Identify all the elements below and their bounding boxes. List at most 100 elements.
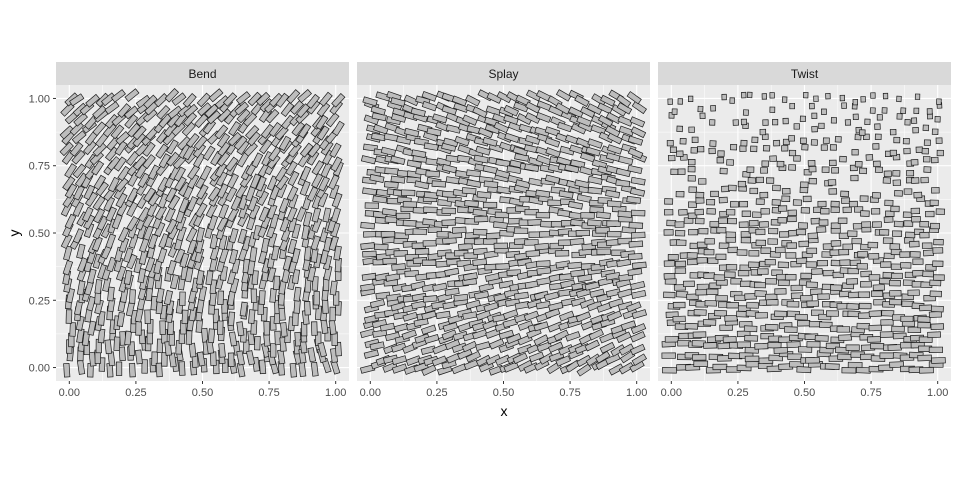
oriented-rect-mark — [587, 186, 603, 195]
oriented-rect-mark — [846, 278, 859, 285]
oriented-rect-mark — [915, 146, 923, 153]
oriented-rect-mark — [557, 121, 573, 133]
x-tick-label: 0.25 — [426, 387, 447, 399]
oriented-rect-mark — [716, 157, 725, 164]
oriented-rect-mark — [829, 144, 837, 151]
oriented-rect-mark — [185, 330, 193, 345]
oriented-rect-mark — [860, 281, 872, 288]
oriented-rect-mark — [159, 320, 166, 335]
oriented-rect-mark — [595, 350, 611, 364]
oriented-rect-mark — [96, 215, 109, 231]
oriented-rect-mark — [759, 191, 769, 199]
oriented-rect-mark — [818, 122, 825, 130]
oriented-rect-mark — [800, 207, 811, 214]
oriented-rect-mark — [762, 119, 769, 126]
oriented-rect-mark — [268, 122, 283, 138]
oriented-rect-mark — [628, 221, 644, 229]
oriented-rect-mark — [201, 327, 209, 343]
oriented-rect-mark — [472, 258, 488, 267]
oriented-rect-mark — [588, 328, 605, 341]
oriented-rect-mark — [935, 137, 943, 144]
oriented-rect-mark — [925, 210, 935, 218]
oriented-rect-mark — [311, 276, 319, 291]
oriented-rect-mark — [878, 277, 891, 285]
oriented-rect-mark — [584, 339, 600, 352]
oriented-rect-mark — [762, 144, 771, 152]
oriented-rect-mark — [765, 293, 778, 301]
oriented-rect-mark — [868, 310, 882, 318]
oriented-rect-mark — [923, 156, 931, 163]
oriented-rect-mark — [458, 242, 473, 251]
oriented-rect-mark — [805, 281, 818, 289]
oriented-rect-mark — [126, 215, 140, 232]
oriented-rect-mark — [742, 109, 749, 116]
oriented-rect-mark — [760, 208, 770, 215]
oriented-rect-mark — [248, 309, 256, 324]
oriented-rect-mark — [781, 96, 788, 103]
oriented-rect-mark — [167, 194, 181, 211]
oriented-rect-mark — [59, 141, 74, 157]
oriented-rect-mark — [379, 322, 395, 332]
oriented-rect-mark — [864, 118, 871, 126]
oriented-rect-mark — [313, 291, 320, 306]
oriented-rect-mark — [91, 236, 103, 252]
oriented-rect-mark — [370, 105, 386, 116]
oriented-rect-mark — [859, 195, 869, 202]
oriented-rect-mark — [912, 269, 924, 277]
oriented-rect-mark — [879, 331, 894, 338]
oriented-rect-mark — [329, 142, 342, 158]
oriented-rect-mark — [278, 135, 292, 152]
oriented-rect-mark — [777, 205, 788, 212]
oriented-rect-mark — [104, 339, 113, 355]
oriented-rect-mark — [380, 146, 397, 157]
oriented-rect-mark — [819, 321, 833, 329]
oriented-rect-mark — [630, 331, 646, 343]
oriented-rect-mark — [830, 240, 842, 247]
oriented-rect-mark — [155, 287, 165, 304]
oriented-rect-mark — [315, 114, 329, 130]
oriented-rect-mark — [243, 339, 250, 354]
oriented-rect-mark — [280, 101, 295, 117]
oriented-rect-mark — [217, 290, 225, 305]
oriented-rect-mark — [214, 162, 227, 178]
oriented-rect-mark — [92, 207, 106, 224]
oriented-rect-mark — [703, 272, 716, 279]
oriented-rect-mark — [818, 219, 829, 226]
oriented-rect-mark — [381, 208, 397, 217]
oriented-rect-mark — [800, 295, 813, 302]
oriented-rect-mark — [245, 350, 256, 366]
oriented-rect-mark — [107, 286, 115, 302]
oriented-rect-mark — [111, 213, 123, 230]
oriented-rect-mark — [785, 252, 797, 259]
oriented-rect-mark — [454, 135, 470, 147]
oriented-rect-mark — [724, 271, 736, 278]
oriented-rect-mark — [672, 301, 686, 309]
oriented-rect-mark — [527, 219, 542, 226]
oriented-rect-mark — [688, 95, 694, 102]
oriented-rect-mark — [822, 137, 830, 144]
oriented-rect-mark — [847, 230, 858, 237]
oriented-rect-mark — [165, 187, 178, 203]
oriented-rect-mark — [218, 203, 230, 220]
oriented-rect-mark — [809, 102, 815, 110]
oriented-rect-mark — [694, 208, 705, 216]
oriented-rect-mark — [929, 279, 942, 287]
oriented-rect-mark — [740, 236, 752, 244]
oriented-rect-mark — [64, 213, 77, 230]
oriented-rect-mark — [227, 131, 243, 147]
oriented-rect-mark — [297, 152, 311, 168]
oriented-rect-mark — [292, 311, 299, 326]
oriented-rect-mark — [107, 176, 120, 193]
oriented-rect-mark — [199, 165, 212, 181]
oriented-rect-mark — [631, 353, 648, 367]
oriented-rect-mark — [330, 207, 341, 223]
oriented-rect-mark — [914, 93, 921, 100]
oriented-rect-mark — [585, 146, 601, 157]
oriented-rect-mark — [426, 127, 442, 137]
oriented-rect-mark — [932, 260, 944, 267]
oriented-rect-mark — [516, 113, 533, 125]
oriented-rect-mark — [764, 259, 776, 266]
oriented-rect-mark — [435, 310, 451, 320]
oriented-rect-mark — [607, 230, 622, 238]
oriented-rect-mark — [629, 343, 646, 356]
